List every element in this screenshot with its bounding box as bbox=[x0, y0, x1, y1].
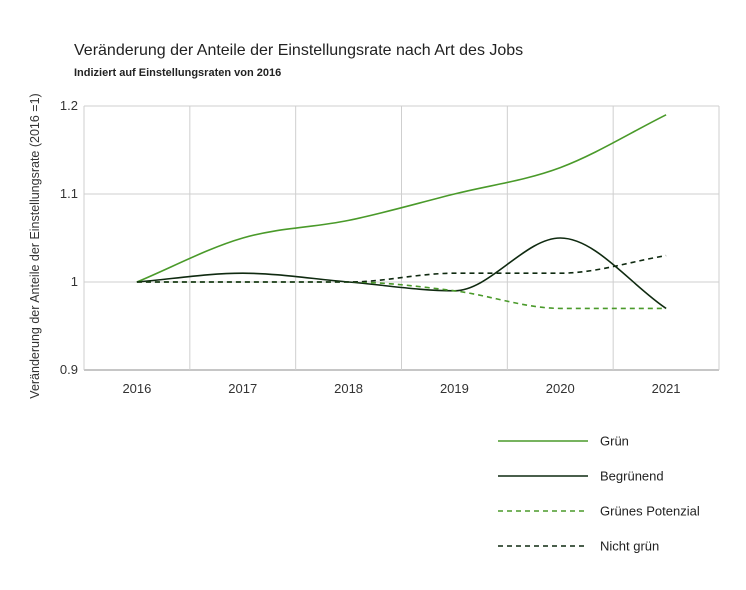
y-tick-label: 0.9 bbox=[60, 362, 78, 377]
x-tick-label: 2017 bbox=[228, 381, 257, 396]
chart-title: Veränderung der Anteile der Einstellungs… bbox=[74, 42, 524, 59]
y-axis-label: Veränderung der Anteile der Einstellungs… bbox=[28, 93, 42, 398]
x-tick-label: 2021 bbox=[652, 381, 681, 396]
x-tick-label: 2016 bbox=[122, 381, 151, 396]
legend-label: Grünes Potenzial bbox=[600, 504, 700, 519]
legend-label: Grün bbox=[600, 434, 629, 449]
y-axis-ticks: 0.9 1 1.1 1.2 bbox=[60, 98, 78, 377]
x-tick-label: 2018 bbox=[334, 381, 363, 396]
series-line-3 bbox=[136, 254, 667, 283]
chart-subtitle: Indiziert auf Einstellungsraten von 2016 bbox=[74, 67, 282, 79]
y-tick-label: 1.1 bbox=[60, 186, 78, 201]
y-tick-label: 1 bbox=[71, 274, 78, 289]
x-tick-label: 2019 bbox=[440, 381, 469, 396]
legend-label: Nicht grün bbox=[600, 539, 659, 554]
y-tick-label: 1.2 bbox=[60, 98, 78, 113]
x-tick-label: 2020 bbox=[546, 381, 575, 396]
legend: Grün Begrünend Grünes Potenzial Nicht grün bbox=[498, 434, 700, 554]
legend-label: Begrünend bbox=[600, 469, 664, 484]
grid bbox=[83, 105, 720, 371]
series-lines bbox=[136, 114, 667, 310]
x-axis-ticks: 2016 2017 2018 2019 2020 2021 bbox=[122, 381, 680, 396]
series-line-0 bbox=[136, 114, 667, 283]
series-line-1 bbox=[136, 237, 667, 310]
